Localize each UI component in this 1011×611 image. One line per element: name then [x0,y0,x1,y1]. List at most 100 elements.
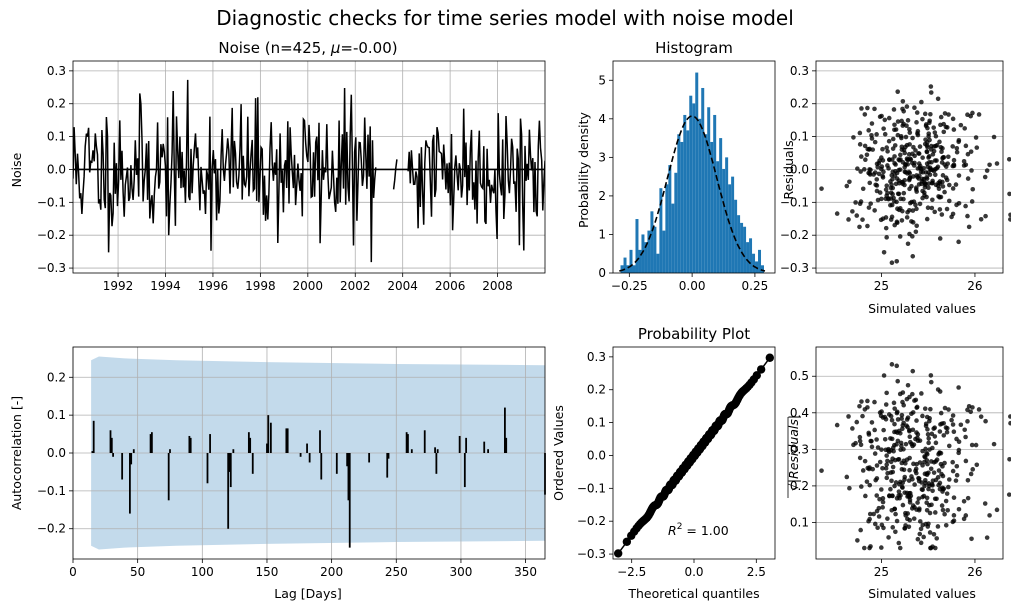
residual-point [961,158,967,164]
residual-point [863,157,868,162]
residual-point [920,195,925,201]
prob-xtick-label: 2.5 [747,565,766,579]
sqrt-residual-point [890,445,896,451]
residual-point [890,136,896,142]
sqrt-residuals-scatter-panel: √|Residuals| Simulated values 25 26 0.1 0.2… [786,346,1011,601]
residual-point [930,152,936,157]
sqrt-residual-point [927,416,932,421]
residual-point [888,185,894,191]
sqrt-residual-point [858,527,863,533]
sqrt-residual-point [956,385,961,390]
residual-point [891,107,897,112]
sqrt-residual-point [864,479,870,484]
sqrt-residual-point [880,499,886,505]
sqrt-residual-point [895,438,901,444]
residual-point [854,213,860,218]
histogram-bar [707,107,711,273]
sqrt-xtick-label: 26 [967,565,982,579]
residual-point [940,184,946,189]
histogram-bar [635,219,639,273]
residual-point [911,199,917,204]
residual-point [899,118,904,124]
residual-point [888,202,893,208]
sqrt-residual-point [893,511,898,517]
sqrt-residual-point [873,477,878,483]
res-ytick-label: −0.1 [780,195,809,209]
sqrt-residual-point [877,459,883,465]
residual-point [911,144,916,150]
residual-point [910,208,916,213]
residual-point [875,164,880,170]
sqrt-residual-point [892,406,897,411]
sqrt-residual-point [944,429,950,435]
residual-point [910,151,915,157]
residual-point [884,145,890,150]
histogram-bar [701,87,705,274]
sqrt-residual-point [884,475,890,481]
noise-xtick-label: 1994 [150,279,181,293]
residual-point [899,179,905,185]
residual-point [868,201,873,206]
sqrt-ytick-label: 0.3 [790,442,809,456]
residual-point [882,131,888,137]
sqrt-residual-point [860,413,865,419]
acf-ytick-label: 0.1 [47,408,66,422]
sqrt-residual-point [896,489,902,494]
sqrt-residual-point [915,500,920,505]
sqrt-residual-point [926,436,932,441]
res-ytick-label: 0.3 [790,64,809,78]
residual-point [916,161,922,166]
residual-point [920,116,925,122]
prob-ytick-label: 0.1 [587,416,606,430]
sqrt-residual-point [875,525,880,531]
res-ytick-label: 0.1 [790,130,809,144]
sqrt-residual-point [943,498,949,504]
histogram-bar [623,257,627,273]
sqrt-residual-point [926,470,931,476]
residual-point [905,241,911,247]
probability-plot-point [622,537,632,546]
residual-point [1008,217,1011,222]
sqrt-residual-point [940,507,946,513]
prob-ytick-label: 0.2 [587,383,606,397]
residual-point [881,169,886,175]
sqrt-residual-point [920,448,925,454]
noise-ytick-label: 0.3 [47,64,66,78]
residual-point [947,182,952,188]
sqrt-residual-point [897,545,903,551]
residual-point [879,164,885,169]
sqrt-residual-point [918,540,924,546]
sqrt-residual-point [934,496,939,502]
residual-point [890,191,895,197]
residual-point [934,142,940,148]
residual-point [883,187,889,192]
residual-point [913,229,919,235]
res-ytick-label: −0.2 [780,228,809,242]
residual-point [991,134,997,140]
sqrt-residual-point [915,536,921,542]
sqrt-residual-point [893,529,898,535]
residual-point [934,158,939,163]
acf-ytick-label: 0.2 [47,370,66,384]
residual-point [929,180,935,186]
residual-point [942,111,948,116]
noise-ylabel: Noise [9,152,24,187]
residual-point [938,145,944,150]
sqrt-residual-point [910,391,915,397]
residual-point [907,127,912,132]
sqrt-residual-point [937,450,942,456]
res-xtick-label: 25 [874,279,889,293]
prob-frame [612,346,776,560]
sqrt-residual-point [872,521,878,527]
acf-xtick-label: 300 [449,565,472,579]
sqrt-residual-point [914,405,919,410]
residuals-xlabel: Simulated values [868,301,976,316]
residual-point [938,114,944,120]
residual-point [938,122,943,128]
sqrt-residual-point [929,459,934,464]
residual-point [894,199,899,205]
sqrt-residual-point [819,468,824,473]
sqrt-residual-point [920,413,925,419]
sqrt-residual-point [963,434,968,440]
residual-point [906,177,912,183]
